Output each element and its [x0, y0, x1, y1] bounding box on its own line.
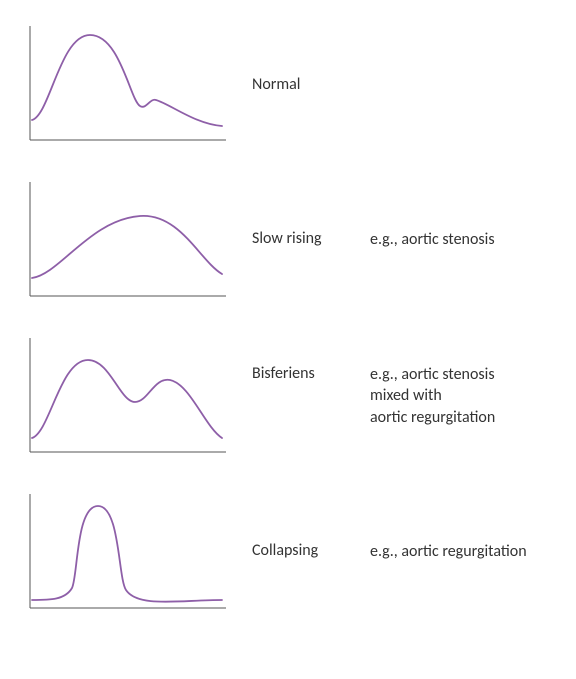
waveform-curve-slow-rising	[32, 216, 222, 278]
waveform-curve-collapsing	[32, 506, 222, 602]
label-block-collapsing: Collapsing e.g., aortic regurgitation	[252, 541, 527, 563]
label-block-slow-rising: Slow rising e.g., aortic stenosis	[252, 229, 495, 251]
label-block-bisferiens: Bisferiens e.g., aortic stenosismixed wit…	[252, 364, 495, 429]
waveform-example-slow-rising: e.g., aortic stenosis	[370, 229, 495, 251]
waveform-curve-bisferiens	[32, 360, 222, 438]
waveform-example-bisferiens: e.g., aortic stenosismixed withaortic re…	[370, 364, 495, 429]
waveform-row-bisferiens: Bisferiens e.g., aortic stenosismixed wit…	[20, 332, 556, 460]
waveform-label-slow-rising: Slow rising	[252, 229, 342, 251]
waveform-chart-collapsing	[20, 488, 230, 616]
waveform-chart-bisferiens	[20, 332, 230, 460]
waveform-label-collapsing: Collapsing	[252, 541, 342, 563]
waveform-curve-normal	[32, 35, 222, 126]
waveform-row-normal: Normal	[20, 20, 556, 148]
waveform-row-collapsing: Collapsing e.g., aortic regurgitation	[20, 488, 556, 616]
waveform-label-bisferiens: Bisferiens	[252, 364, 342, 429]
waveform-chart-slow-rising	[20, 176, 230, 304]
waveform-label-normal: Normal	[252, 75, 342, 94]
waveform-chart-normal	[20, 20, 230, 148]
waveform-row-slow-rising: Slow rising e.g., aortic stenosis	[20, 176, 556, 304]
label-block-normal: Normal	[252, 75, 342, 94]
waveform-example-collapsing: e.g., aortic regurgitation	[370, 541, 527, 563]
